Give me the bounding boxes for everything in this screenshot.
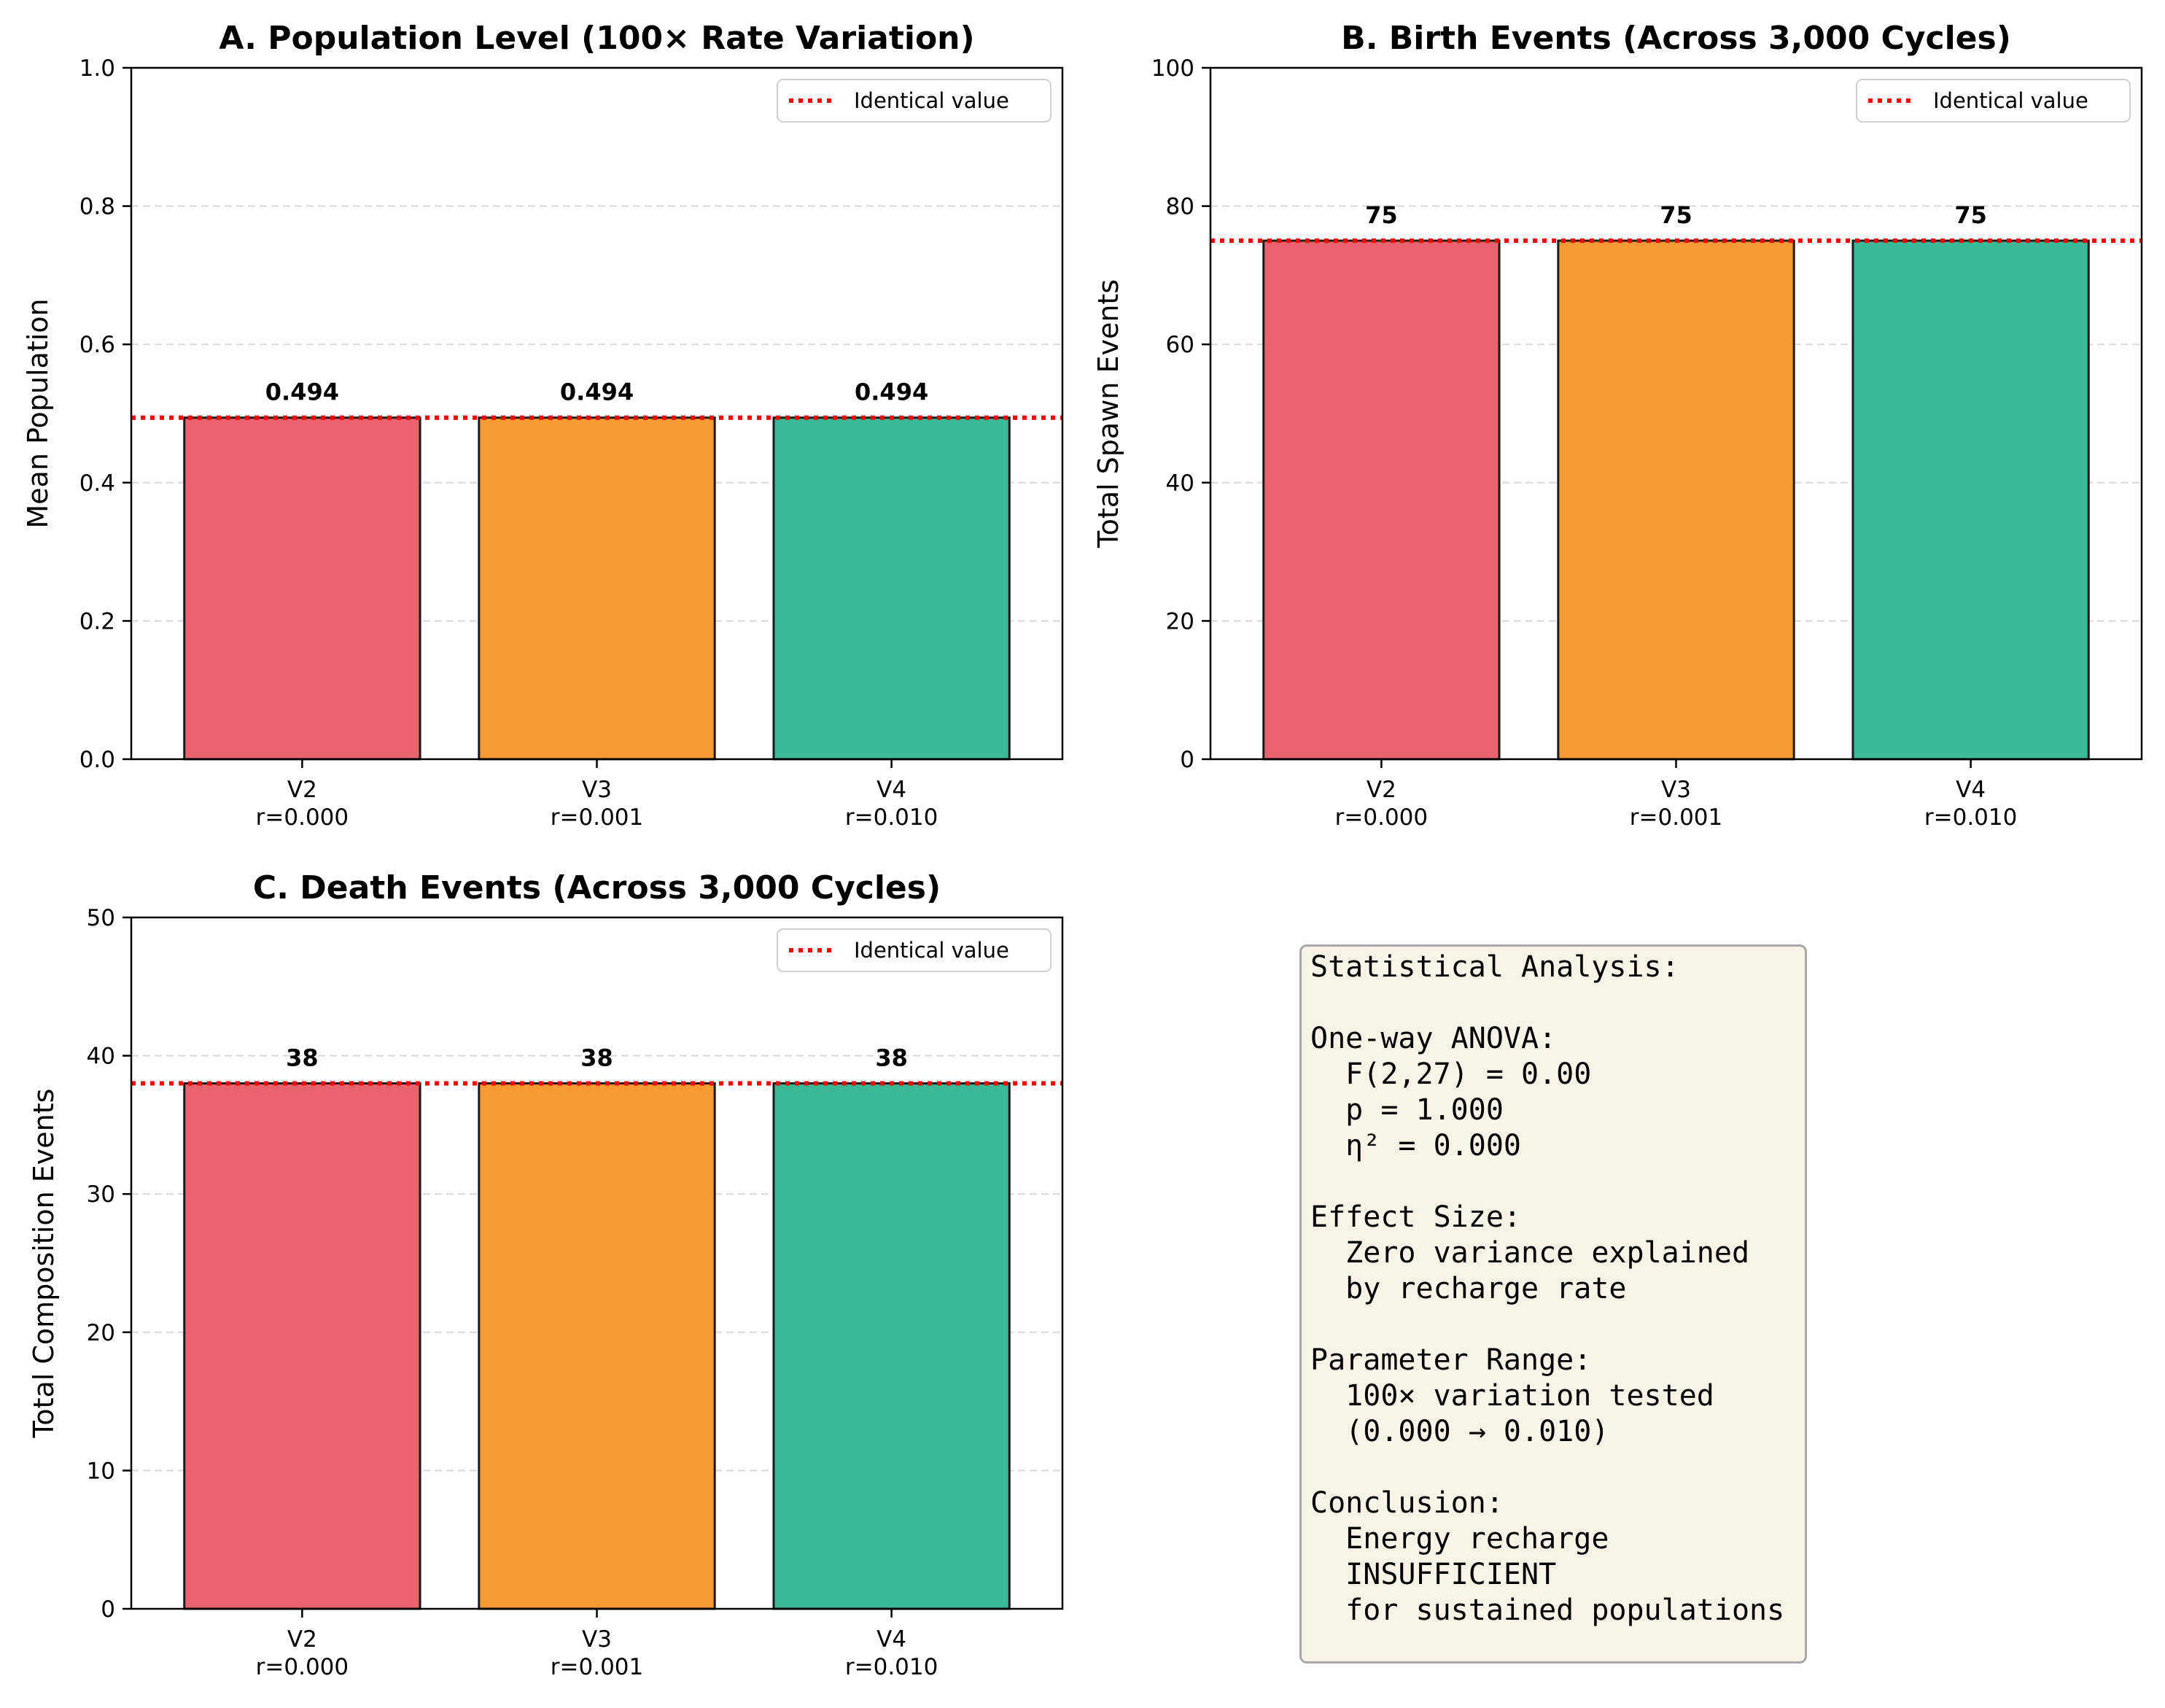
y-tick-label: 100 (1151, 55, 1194, 82)
legend-label: Identical value (854, 938, 1009, 963)
bar (478, 1082, 716, 1610)
x-tick-label-line: r=0.000 (1335, 804, 1428, 831)
stats-line: Parameter Range: (1310, 1343, 1592, 1377)
y-tick-label: 20 (87, 1320, 115, 1346)
chart-title: B. Birth Events (Across 3,000 Cycles) (1341, 20, 2011, 57)
x-tick-label-line: r=0.010 (845, 804, 938, 831)
y-tick-label: 10 (87, 1458, 115, 1484)
x-tick-label: V3 r=0.001 (551, 1626, 643, 1680)
y-tick-label: 40 (1166, 470, 1194, 497)
chart-title: C. Death Events (Across 3,000 Cycles) (253, 869, 941, 907)
x-tick-label-line: V2 (287, 777, 317, 803)
x-tick-label-line: V4 (877, 1626, 906, 1653)
bar (772, 416, 1011, 761)
stats-line (1310, 1307, 1805, 1343)
y-tick-label: 40 (87, 1044, 115, 1070)
stats-line: η² = 0.000 (1310, 1129, 1521, 1162)
x-tick-label: V3 r=0.001 (551, 777, 643, 831)
y-axis-label: Total Composition Events (28, 1089, 60, 1439)
x-tick-label-line: V3 (582, 1626, 612, 1653)
legend-box (777, 928, 1052, 972)
bar-value-label: 38 (286, 1044, 319, 1072)
bar (183, 1082, 421, 1610)
stats-line: F(2,27) = 0.00 (1310, 1057, 1592, 1091)
legend-box (777, 79, 1052, 123)
legend-label: Identical value (854, 88, 1009, 113)
stats-line (1310, 1164, 1805, 1200)
stats-line: Conclusion: (1310, 1486, 1504, 1520)
stats-line: 100× variation tested (1310, 1379, 1714, 1413)
x-tick-label-line: V4 (1956, 777, 1986, 803)
x-tick-label-line: V3 (1661, 777, 1691, 803)
x-tick-label: V2 r=0.000 (1335, 777, 1428, 831)
bar-value-label: 75 (1365, 201, 1398, 229)
bar-value-label: 38 (580, 1044, 613, 1072)
x-tick-label: V3 r=0.001 (1630, 777, 1722, 831)
x-tick-label: V4 r=0.010 (1924, 777, 2017, 831)
bar (478, 416, 716, 761)
y-tick-label: 0.4 (79, 470, 115, 497)
y-tick-label: 0 (101, 1596, 115, 1623)
y-tick-label: 0.2 (79, 608, 115, 634)
bar-value-label: 0.494 (265, 379, 339, 406)
x-tick-label-line: r=0.000 (256, 1654, 349, 1680)
x-tick-label: V2 r=0.000 (256, 777, 349, 831)
bar-value-label: 0.494 (560, 379, 634, 406)
stats-line: Energy recharge (1310, 1522, 1609, 1556)
x-tick-label-line: r=0.000 (256, 804, 349, 831)
y-tick-label: 0 (1180, 747, 1194, 773)
legend-box (1856, 79, 2131, 123)
y-tick-label: 80 (1166, 194, 1194, 220)
x-tick-label-line: r=0.001 (551, 804, 643, 831)
bar (1851, 239, 2090, 761)
y-tick-label: 20 (1166, 608, 1194, 634)
y-tick-label: 50 (87, 905, 115, 931)
x-tick-label-line: r=0.010 (1924, 804, 2017, 831)
stats-line: One-way ANOVA: (1310, 1022, 1557, 1055)
bar-value-label: 75 (1660, 201, 1692, 229)
x-tick-label-line: V4 (877, 777, 906, 803)
x-tick-label-line: r=0.010 (845, 1654, 938, 1680)
statistical-analysis-box: Statistical Analysis: One-way ANOVA: F(2,… (1299, 944, 1807, 1664)
stats-line: for sustained populations (1310, 1594, 1785, 1627)
bar-value-label: 0.494 (855, 379, 928, 406)
stats-line (1310, 985, 1805, 1021)
x-tick-label-line: V3 (582, 777, 612, 803)
stats-line: p = 1.000 (1310, 1093, 1504, 1127)
y-tick-label: 30 (87, 1181, 115, 1208)
stats-line: Zero variance explained (1310, 1236, 1750, 1270)
y-tick-label: 0.8 (79, 194, 115, 220)
stats-line: Statistical Analysis: (1310, 950, 1679, 984)
y-tick-label: 1.0 (79, 55, 115, 82)
stats-line: by recharge rate (1310, 1272, 1627, 1305)
x-tick-label-line: V2 (287, 1626, 317, 1653)
bar (1262, 239, 1501, 761)
chart-title: A. Population Level (100× Rate Variation… (219, 20, 974, 57)
y-tick-label: 0.0 (79, 747, 115, 773)
stats-line: (0.000 → 0.010) (1310, 1415, 1609, 1448)
y-axis-label: Mean Population (22, 298, 54, 528)
x-tick-label: V4 r=0.010 (845, 777, 938, 831)
y-tick-label: 0.6 (79, 332, 115, 358)
bar-value-label: 75 (1954, 201, 1987, 229)
y-tick-label: 60 (1166, 332, 1194, 358)
stats-line (1310, 1450, 1805, 1486)
x-tick-label: V4 r=0.010 (845, 1626, 938, 1680)
x-tick-label-line: r=0.001 (1630, 804, 1722, 831)
bar (1557, 239, 1795, 761)
y-axis-label: Total Spawn Events (1092, 279, 1124, 548)
stats-line: INSUFFICIENT (1310, 1558, 1557, 1591)
x-tick-label-line: V2 (1367, 777, 1396, 803)
bar-value-label: 38 (875, 1044, 908, 1072)
legend-label: Identical value (1933, 88, 2088, 113)
stats-line: Effect Size: (1310, 1200, 1521, 1234)
x-tick-label-line: r=0.001 (551, 1654, 643, 1680)
bar (772, 1082, 1011, 1610)
bar (183, 416, 421, 761)
x-tick-label: V2 r=0.000 (256, 1626, 349, 1680)
